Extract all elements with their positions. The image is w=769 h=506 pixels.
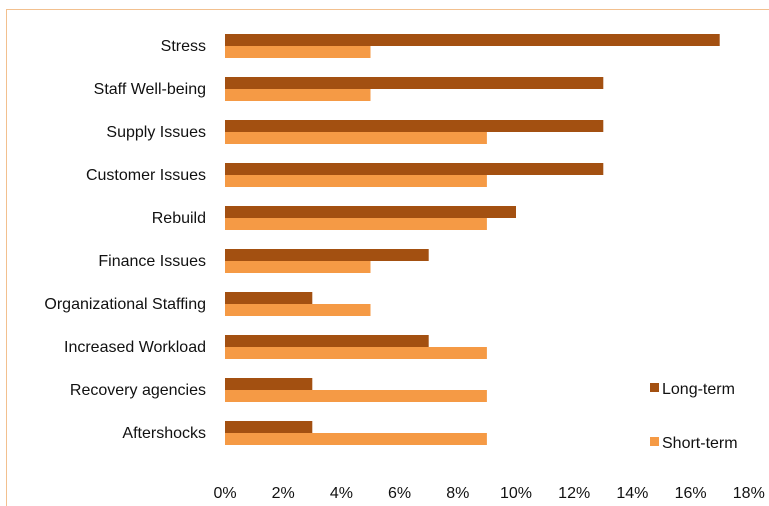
bar-long-term-stress <box>225 34 720 46</box>
category-label-aftershocks: Aftershocks <box>122 425 206 442</box>
x-tick-label: 14% <box>616 485 648 502</box>
chart-frame-top-border <box>6 9 769 10</box>
category-label-rebuild: Rebuild <box>152 210 206 227</box>
bar-short-term-finance-issues <box>225 261 371 273</box>
x-tick-label: 8% <box>446 485 469 502</box>
x-tick-label: 2% <box>272 485 295 502</box>
bar-long-term-organizational-staffing <box>225 292 313 304</box>
legend-swatch-short-term <box>650 437 659 446</box>
category-label-supply-issues: Supply Issues <box>106 124 206 141</box>
bar-long-term-recovery-agencies <box>225 378 313 390</box>
x-tick-label: 4% <box>330 485 353 502</box>
bar-short-term-supply-issues <box>225 132 487 144</box>
bar-short-term-increased-workload <box>225 347 487 359</box>
legend-swatch-long-term <box>650 383 659 392</box>
x-tick-label: 0% <box>213 485 236 502</box>
bar-short-term-recovery-agencies <box>225 390 487 402</box>
x-tick-label: 6% <box>388 485 411 502</box>
bar-short-term-rebuild <box>225 218 487 230</box>
bar-short-term-staff-well-being <box>225 89 371 101</box>
legend: Long-term Short-term <box>650 381 738 452</box>
bar-short-term-organizational-staffing <box>225 304 371 316</box>
category-label-customer-issues: Customer Issues <box>86 167 206 184</box>
category-label-finance-issues: Finance Issues <box>98 253 206 270</box>
bar-long-term-aftershocks <box>225 421 313 433</box>
bars-group <box>225 34 720 445</box>
category-label-staff-well-being: Staff Well-being <box>94 81 206 98</box>
category-labels-group: Stress Staff Well-being Supply Issues Custo… <box>44 38 206 442</box>
bar-long-term-supply-issues <box>225 120 604 132</box>
x-tick-label: 12% <box>558 485 590 502</box>
bar-short-term-customer-issues <box>225 175 487 187</box>
bar-long-term-staff-well-being <box>225 77 604 89</box>
x-tick-label: 18% <box>733 485 765 502</box>
bar-long-term-increased-workload <box>225 335 429 347</box>
x-tick-label: 10% <box>500 485 532 502</box>
category-label-organizational-staffing: Organizational Staffing <box>44 296 206 313</box>
legend-label-short-term: Short-term <box>662 435 738 452</box>
bar-long-term-customer-issues <box>225 163 604 175</box>
category-label-recovery-agencies: Recovery agencies <box>70 382 206 399</box>
bar-short-term-aftershocks <box>225 433 487 445</box>
category-label-increased-workload: Increased Workload <box>64 339 206 356</box>
bar-long-term-finance-issues <box>225 249 429 261</box>
legend-label-long-term: Long-term <box>662 381 735 398</box>
x-tick-labels-group: 0% 2% 4% 6% 8% 10% 12% 14% 16% 18% <box>213 485 764 502</box>
bar-long-term-rebuild <box>225 206 516 218</box>
x-tick-label: 16% <box>675 485 707 502</box>
chart-frame-left-border <box>6 9 7 506</box>
category-label-stress: Stress <box>161 38 206 55</box>
bar-short-term-stress <box>225 46 371 58</box>
